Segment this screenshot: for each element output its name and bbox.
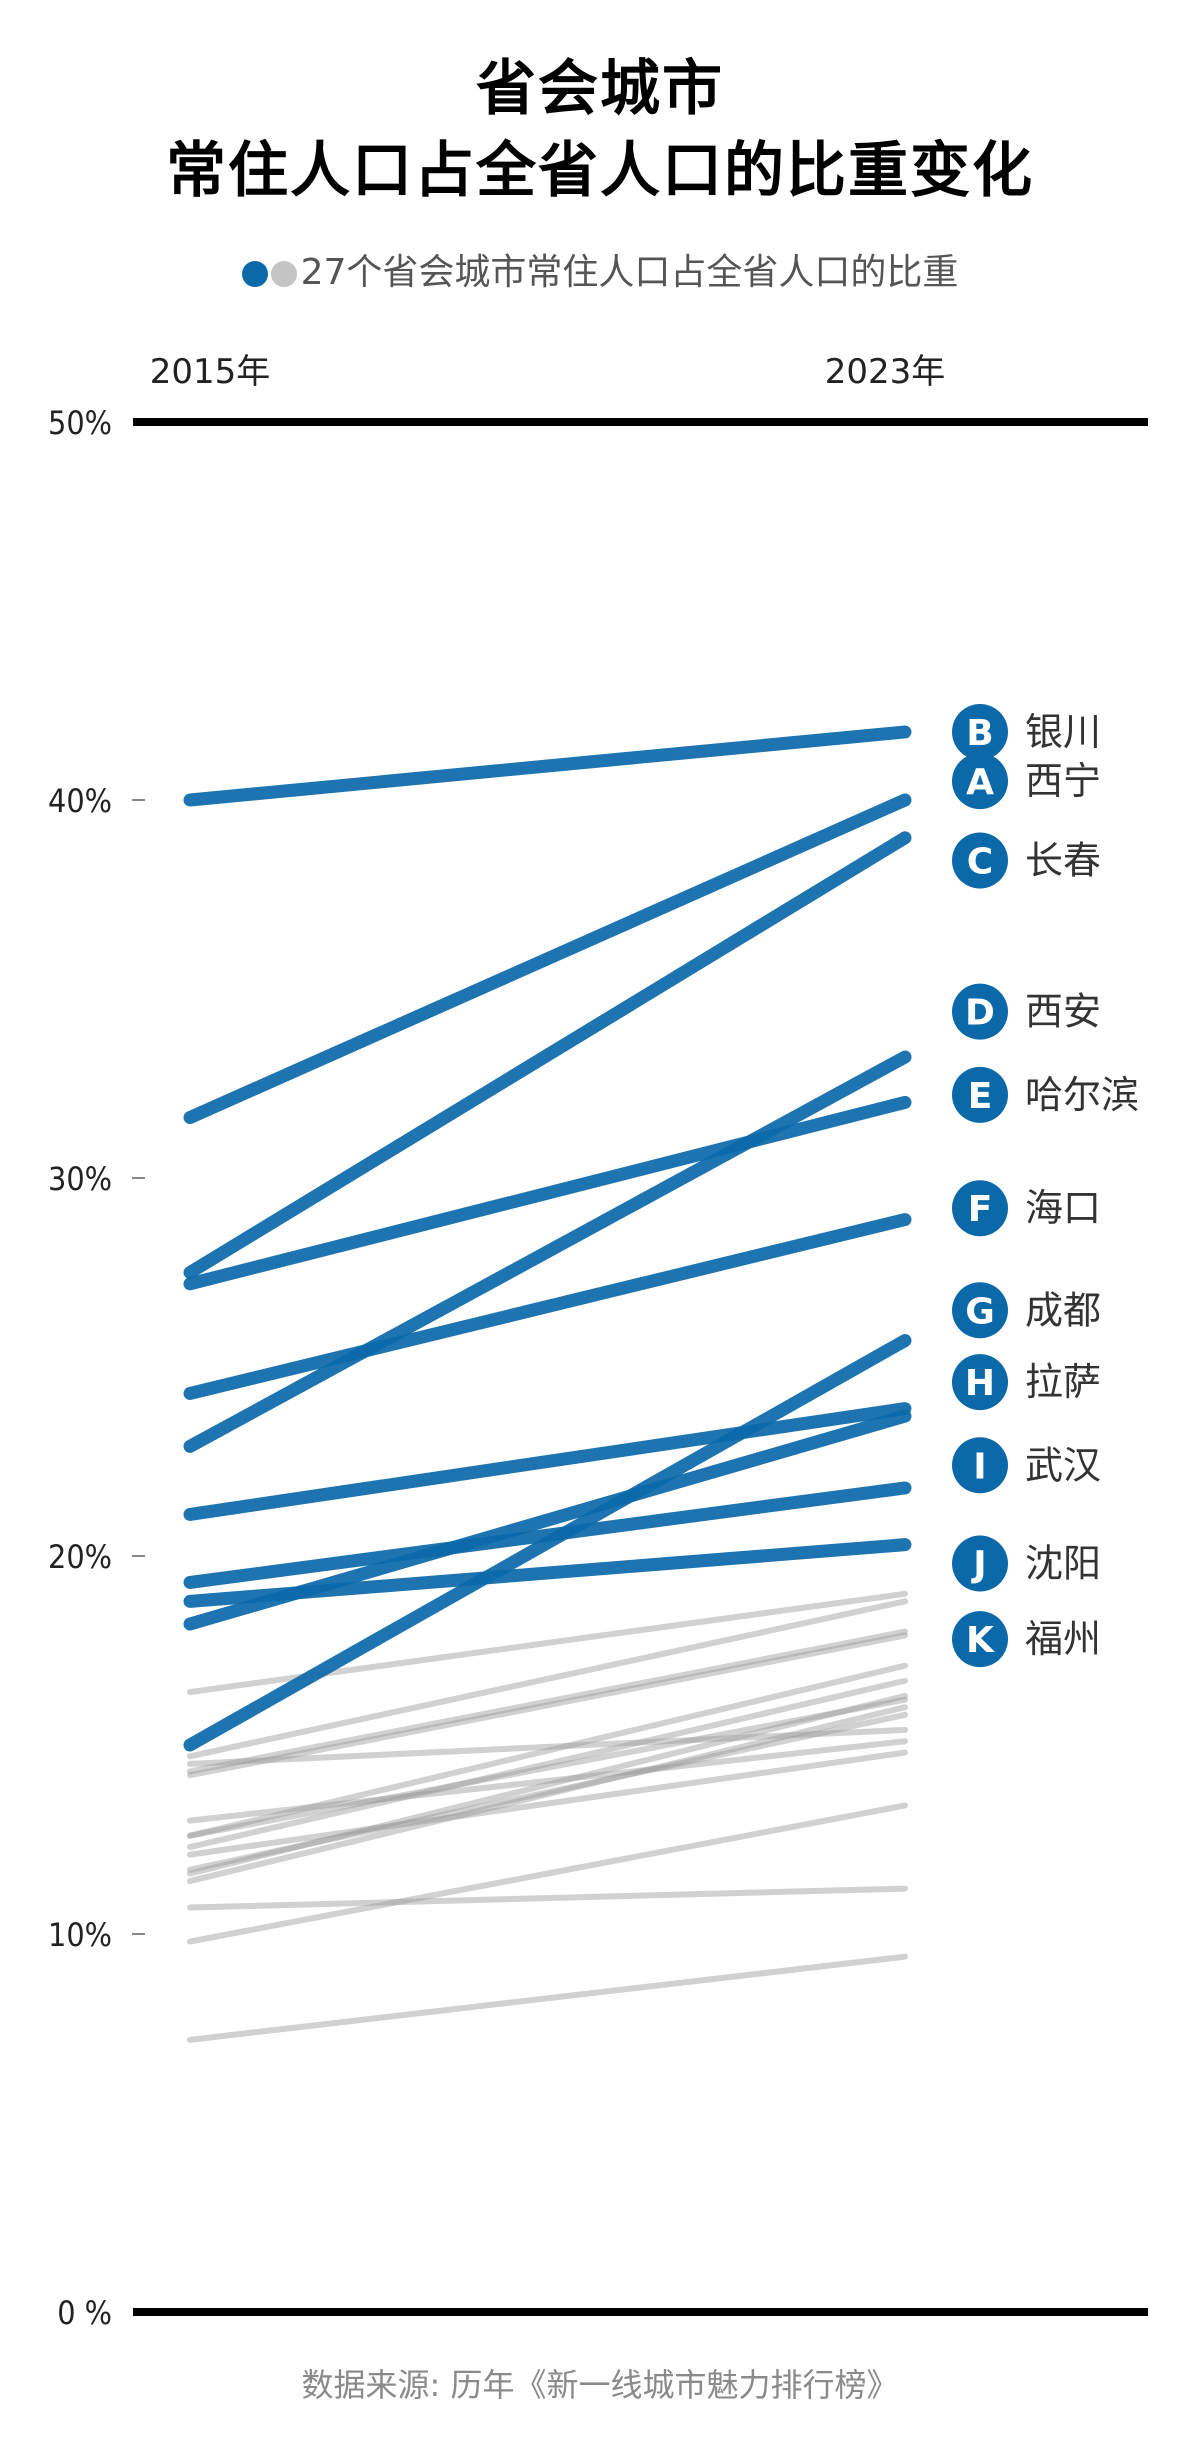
source-note: 数据来源: 历年《新一线城市魅力排行榜》: [301, 2366, 899, 2404]
y-tick-label-10: 10%: [48, 1916, 112, 1954]
highlight-series-line-4: [183, 1095, 912, 1291]
label-badge-J: [952, 1535, 1008, 1592]
city-name-A: 西宁: [1025, 759, 1101, 803]
highlight-series-line-11: [183, 1334, 912, 1752]
highlight-series-line-1: [183, 725, 912, 807]
y-tick-label-0: 0 %: [57, 2294, 112, 2332]
other-series-line-16: [187, 1953, 908, 2043]
label-badge-D: [952, 983, 1008, 1040]
label-badge-K: [952, 1611, 1008, 1668]
other-series-line-10: [187, 1726, 908, 1767]
label-badge-A: [952, 753, 1008, 810]
label-letter-J: J: [970, 1545, 986, 1586]
label-letter-C: C: [967, 841, 993, 882]
other-series-line-15: [187, 1696, 908, 1839]
x-label-start: 2015年: [150, 352, 271, 392]
highlight-series-line-2: [183, 793, 912, 1125]
label-badge-H: [952, 1354, 1008, 1411]
y-tick-label-20: 20%: [48, 1538, 112, 1576]
city-name-I: 武汉: [1025, 1443, 1101, 1487]
chart-title-line1: 省会城市: [476, 54, 724, 124]
other-series-line-6: [187, 1677, 908, 1851]
other-series-line-5: [187, 1662, 908, 1839]
other-series-line-9: [187, 1738, 908, 1824]
label-badge-C: [952, 832, 1008, 889]
label-letter-G: G: [965, 1291, 995, 1332]
label-letter-E: E: [968, 1076, 993, 1117]
city-name-G: 成都: [1025, 1288, 1101, 1332]
other-series-line-11: [187, 1749, 908, 1858]
highlight-series-line-7: [183, 1402, 912, 1521]
other-series-line-13: [187, 1885, 908, 1911]
other-series-line-3: [187, 1628, 908, 1775]
city-name-B: 银川: [1025, 710, 1101, 754]
city-name-C: 长春: [1025, 838, 1101, 882]
y-tick-label-50: 50%: [48, 404, 112, 442]
label-letter-B: B: [966, 713, 993, 754]
label-badge-E: [952, 1066, 1008, 1123]
label-letter-D: D: [965, 993, 995, 1034]
legend: 27个省会城市常住人口占全省人口的比重: [0, 243, 1200, 295]
label-letter-K: K: [966, 1620, 995, 1661]
label-badge-F: [952, 1180, 1008, 1237]
highlight-series-line-5: [183, 1050, 912, 1453]
legend-dot-highlight: [241, 261, 268, 287]
label-letter-I: I: [973, 1446, 986, 1487]
highlight-series-line-8: [183, 1481, 912, 1589]
label-badge-B: [952, 703, 1008, 760]
city-name-J: 沈阳: [1025, 1542, 1101, 1586]
legend-label: 27个省会城市常住人口占全省人口的比重: [300, 252, 959, 293]
city-name-F: 海口: [1025, 1186, 1101, 1230]
highlight-series-line-6: [183, 1213, 912, 1400]
y-tick-label-40: 40%: [48, 782, 112, 820]
label-badge-G: [952, 1282, 1008, 1339]
label-letter-F: F: [968, 1189, 993, 1230]
other-series-line-8: [187, 1704, 908, 1885]
label-letter-H: H: [965, 1363, 995, 1404]
other-series-line-2: [187, 1598, 908, 1760]
label-letter-A: A: [966, 762, 994, 803]
city-name-H: 拉萨: [1025, 1360, 1101, 1404]
city-name-E: 哈尔滨: [1025, 1073, 1139, 1117]
chart-title-line2: 常住人口占全省人口的比重变化: [166, 136, 1034, 206]
other-series-line-14: [187, 1802, 908, 1945]
x-label-end: 2023年: [825, 352, 946, 392]
other-series-line-12: [187, 1711, 908, 1873]
city-name-D: 西安: [1025, 990, 1101, 1034]
other-series-line-7: [187, 1692, 908, 1877]
legend-dot-other: [270, 261, 297, 287]
y-tick-label-30: 30%: [48, 1160, 112, 1198]
highlight-series-line-10: [183, 1409, 912, 1631]
city-name-K: 福州: [1025, 1617, 1101, 1661]
highlight-series-line-3: [183, 831, 912, 1279]
other-series-line-4: [187, 1632, 908, 1779]
label-badge-I: [952, 1437, 1008, 1494]
